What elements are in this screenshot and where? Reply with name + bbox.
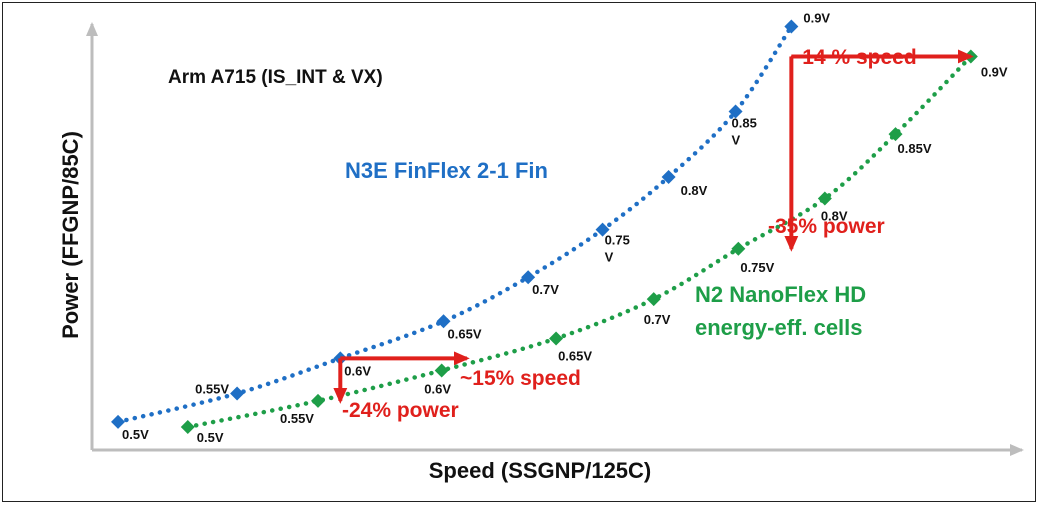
- data-point-n2-5: [731, 241, 746, 256]
- legend-n2-line1: N2 NanoFlex HD: [695, 282, 866, 307]
- data-label-n3e-2: 0.6V: [344, 363, 371, 378]
- annotation-label-3: -35% power: [768, 215, 885, 238]
- data-point-n2-1: [310, 393, 325, 408]
- data-point-n2-0: [180, 419, 195, 434]
- data-label-n2-7: 0.85V: [898, 141, 932, 156]
- legend-n3e: N3E FinFlex 2-1 Fin: [345, 158, 548, 183]
- data-point-n3e-8: [784, 19, 799, 34]
- y-axis-label: Power (FFGNP/85C): [58, 131, 83, 339]
- data-label-n2-8: 0.9V: [981, 64, 1008, 79]
- data-label-n3e-8: 0.9V: [803, 10, 830, 25]
- data-point-n3e-5: [595, 222, 610, 237]
- annotation-label-1: -24% power: [342, 399, 459, 422]
- data-point-n2-2: [434, 363, 449, 378]
- chart-title: Arm A715 (IS_INT & VX): [168, 67, 383, 88]
- data-label-n3e-5: 0.75 V: [605, 233, 630, 265]
- data-label-n2-6: 0.8V: [821, 208, 848, 223]
- data-point-n3e-4: [521, 270, 536, 285]
- series-line-n2: [185, 54, 974, 430]
- annotation-label-0: ~15% speed: [460, 367, 581, 390]
- data-label-n3e-1: 0.55V: [195, 381, 229, 396]
- data-point-n3e-0: [111, 414, 126, 429]
- data-label-n3e-6: 0.8V: [681, 183, 708, 198]
- x-axis-label: Speed (SSGNP/125C): [429, 458, 652, 483]
- data-point-n2-6: [817, 191, 832, 206]
- data-label-n2-1: 0.55V: [280, 411, 314, 426]
- data-point-n3e-3: [436, 314, 451, 329]
- data-label-n3e-3: 0.65V: [448, 326, 482, 341]
- data-label-n3e-0: 0.5V: [122, 427, 149, 442]
- data-point-n3e-1: [230, 386, 245, 401]
- data-label-n2-0: 0.5V: [197, 430, 224, 445]
- data-label-n2-2: 0.6V: [424, 381, 451, 396]
- data-point-n3e-7: [728, 104, 743, 119]
- plot-layer: 0.5V 0.55V 0.6V 0.65V 0.7V 0.75 V 0.8V 0.85 V 0.9V…: [111, 10, 1008, 445]
- annotation-label-2: ~14 % speed: [790, 46, 917, 69]
- data-point-n2-3: [549, 331, 564, 346]
- data-point-n2-7: [888, 127, 903, 142]
- data-point-n3e-6: [661, 170, 676, 184]
- data-label-n3e-4: 0.7V: [532, 282, 559, 297]
- data-point-n2-4: [646, 292, 661, 307]
- legend-n2-line2: energy-eff. cells: [695, 315, 863, 340]
- data-label-n2-3: 0.65V: [558, 348, 592, 363]
- data-label-n2-4: 0.7V: [644, 312, 671, 327]
- data-label-n2-5: 0.75V: [740, 260, 774, 275]
- data-label-n3e-7: 0.85 V: [732, 115, 757, 147]
